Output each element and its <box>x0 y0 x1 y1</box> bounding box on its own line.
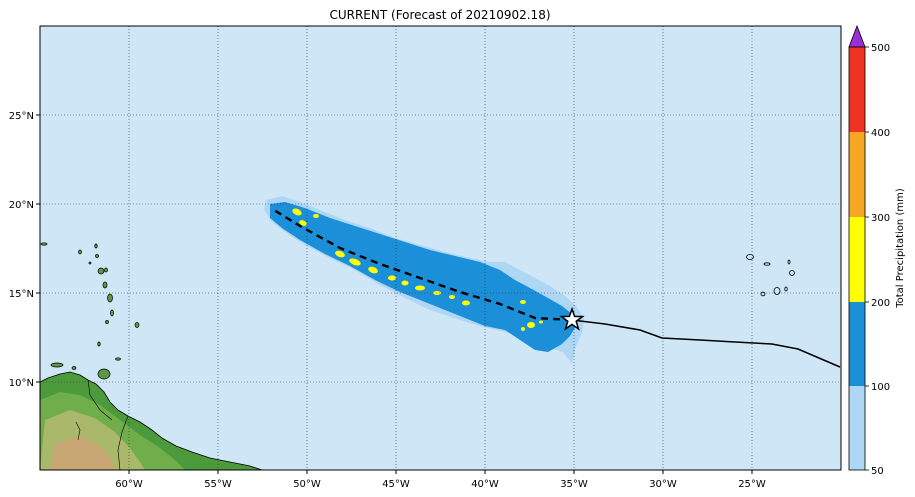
land-south-america <box>39 371 263 471</box>
x-tick-label: 35°W <box>560 479 588 490</box>
y-tick-label: 15°N <box>9 289 34 300</box>
colorbar-label: Total Precipitation (mm) <box>895 188 906 309</box>
x-tick-label: 50°W <box>293 479 321 490</box>
colorbar-band-300-400 <box>849 132 865 217</box>
star-icon <box>559 306 585 331</box>
colorbar-band-400-500 <box>849 47 865 132</box>
colorbar-tick-label: 100 <box>871 382 890 393</box>
precip-100-200 <box>270 202 576 352</box>
y-axis: 25°N 20°N 15°N 10°N <box>9 111 40 389</box>
colorbar-extend-arrow <box>848 24 866 48</box>
x-tick-label: 40°W <box>471 479 499 490</box>
colorbar-tick-label: 200 <box>871 298 890 309</box>
precipitation-swath <box>264 196 584 364</box>
forecast-track <box>273 208 573 322</box>
map-ocean <box>40 26 841 470</box>
y-tick-label: 25°N <box>9 111 34 122</box>
colorbar-tick-label: 50 <box>871 466 884 477</box>
y-tick-label: 20°N <box>9 200 34 211</box>
map-title: CURRENT (Forecast of 20210902.18) <box>329 8 551 22</box>
colorbar-band-100-200 <box>849 302 865 386</box>
colorbar-band-200-300 <box>849 217 865 302</box>
colorbar: 500 400 300 200 100 50 Total Precipitati… <box>848 24 906 477</box>
precip-200-300 <box>292 208 543 331</box>
observed-track <box>571 319 841 368</box>
x-tick-label: 60°W <box>115 479 143 490</box>
colorbar-tick-label: 500 <box>871 43 890 54</box>
y-tick-label: 10°N <box>9 378 34 389</box>
colorbar-tick-label: 400 <box>871 128 890 139</box>
x-tick-label: 25°W <box>738 479 766 490</box>
colorbar-tick-label: 300 <box>871 213 890 224</box>
x-tick-label: 45°W <box>382 479 410 490</box>
land-lesser-antilles <box>40 242 140 380</box>
x-axis: 60°W 55°W 50°W 45°W 40°W 35°W 30°W 25°W <box>115 470 766 490</box>
map-grid <box>40 26 841 470</box>
colorbar-band-50-100 <box>849 386 865 470</box>
x-tick-label: 55°W <box>204 479 232 490</box>
map-frame <box>39 25 842 471</box>
x-tick-label: 30°W <box>649 479 677 490</box>
